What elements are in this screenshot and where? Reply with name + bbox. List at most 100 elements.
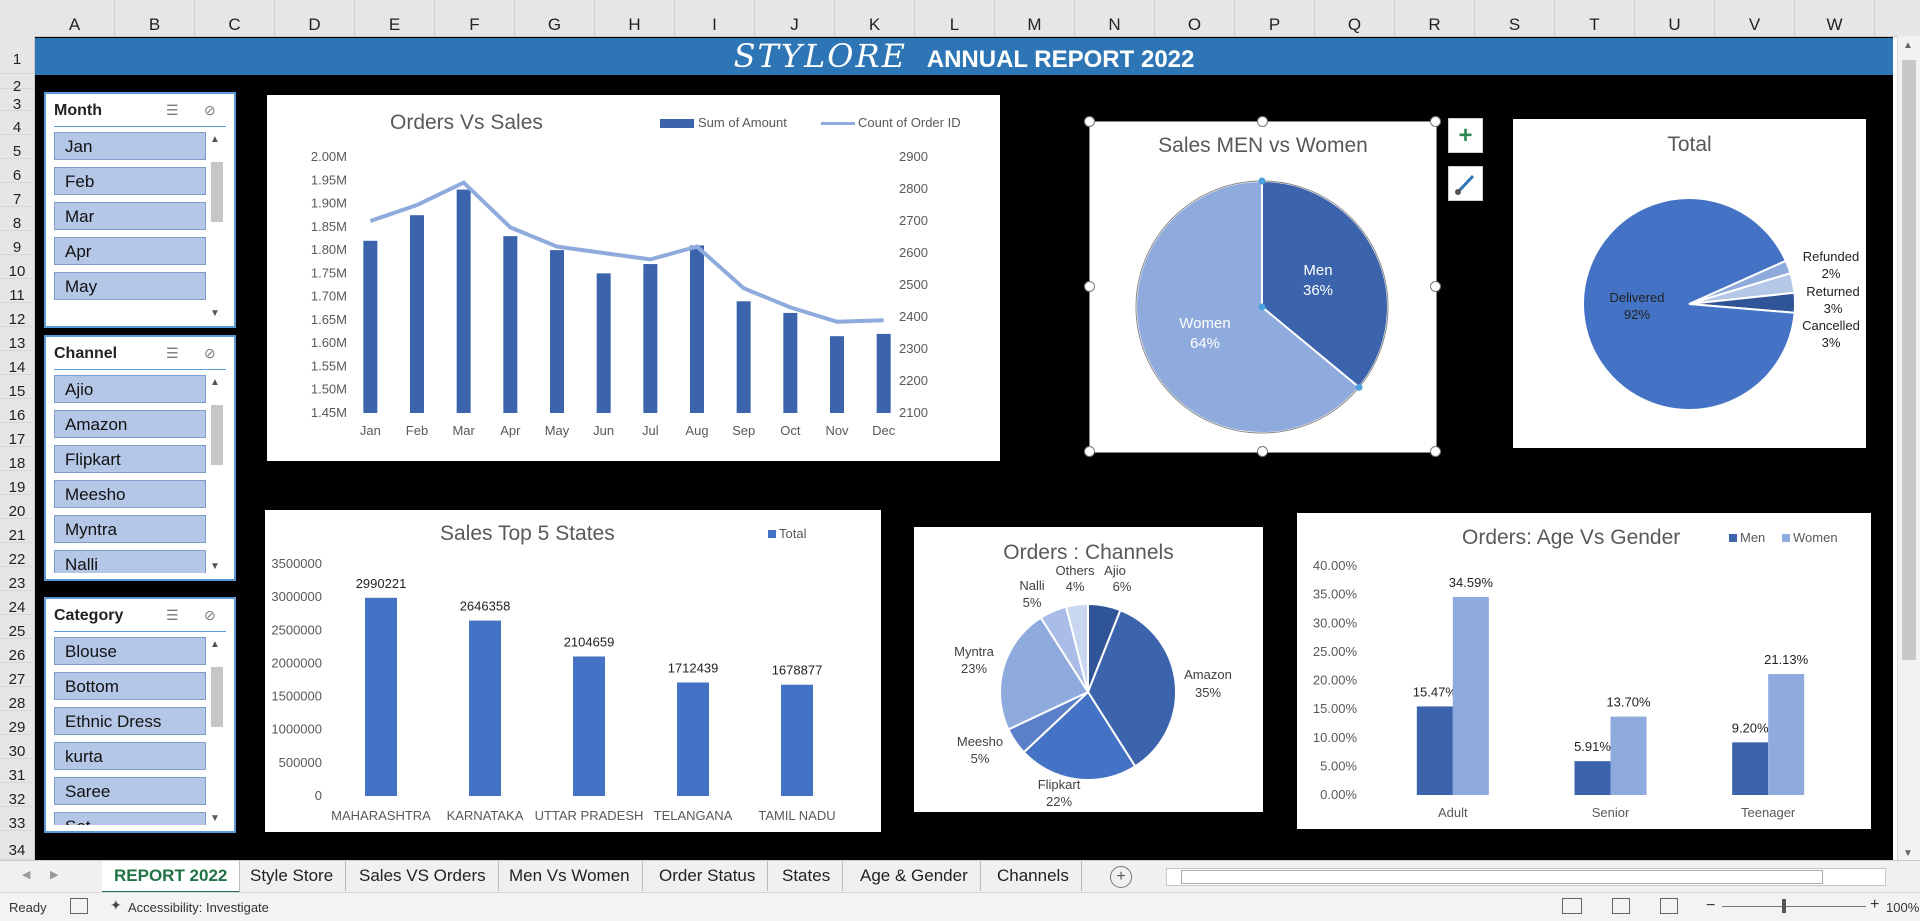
sheet-tab[interactable]: Age & Gender (848, 861, 981, 891)
slicer-item[interactable]: kurta (54, 742, 206, 770)
orders-vs-sales-chart[interactable]: Orders Vs Sales Sum of Amount Count of O… (267, 95, 1000, 461)
scroll-up-icon[interactable]: ▲ (210, 377, 220, 388)
multi-select-icon[interactable]: ☰ (166, 345, 179, 362)
horizontal-scrollbar-thumb[interactable] (1181, 870, 1823, 884)
slicer-item[interactable]: Blouse (54, 637, 206, 665)
column-header-U[interactable]: U (1635, 0, 1715, 36)
slicer-item[interactable]: Mar (54, 202, 206, 230)
zoom-in-icon[interactable]: + (1870, 896, 1879, 914)
row-header-22[interactable]: 22 (0, 543, 34, 567)
age-gender-chart[interactable]: Orders: Age Vs Gender Men Women 40.00%35… (1297, 513, 1871, 829)
page-layout-icon[interactable] (1612, 898, 1630, 914)
sheet-tab[interactable]: Order Status (647, 861, 768, 891)
row-header-17[interactable]: 17 (0, 423, 34, 447)
row-header-25[interactable]: 25 (0, 615, 34, 639)
slicer-item[interactable]: Apr (54, 237, 206, 265)
row-header-16[interactable]: 16 (0, 399, 34, 423)
tab-scroll-left-icon[interactable]: ◀ (22, 868, 30, 881)
slicer-item[interactable]: May (54, 272, 206, 300)
column-header-W[interactable]: W (1795, 0, 1875, 36)
slicer-item[interactable]: Myntra (54, 515, 206, 543)
row-header-7[interactable]: 7 (0, 183, 34, 207)
macro-record-icon[interactable] (70, 898, 88, 914)
slicer-item[interactable]: Feb (54, 167, 206, 195)
column-header-Q[interactable]: Q (1315, 0, 1395, 36)
selection-handle[interactable] (1084, 116, 1095, 127)
slicer-item[interactable]: Saree (54, 777, 206, 805)
column-header-N[interactable]: N (1075, 0, 1155, 36)
row-header-8[interactable]: 8 (0, 207, 34, 231)
row-header-9[interactable]: 9 (0, 231, 34, 255)
column-header-R[interactable]: R (1395, 0, 1475, 36)
horizontal-scrollbar[interactable] (1166, 868, 1886, 886)
row-header-2[interactable]: 2 (0, 74, 34, 89)
row-header-21[interactable]: 21 (0, 519, 34, 543)
row-header-5[interactable]: 5 (0, 135, 34, 159)
row-header-4[interactable]: 4 (0, 111, 34, 135)
scroll-down-icon[interactable]: ▼ (210, 308, 220, 319)
add-sheet-icon[interactable]: + (1110, 866, 1132, 888)
column-header-A[interactable]: A (35, 0, 115, 36)
zoom-out-icon[interactable]: − (1706, 897, 1715, 915)
slicer-scrollbar[interactable]: ▲▼ (208, 134, 226, 294)
selection-handle[interactable] (1257, 116, 1268, 127)
column-header-K[interactable]: K (835, 0, 915, 36)
column-header-I[interactable]: I (675, 0, 755, 36)
column-header-P[interactable]: P (1235, 0, 1315, 36)
sheet-tab[interactable]: States (770, 861, 843, 891)
row-header-30[interactable]: 30 (0, 735, 34, 759)
accessibility-icon[interactable]: ✦ (110, 897, 122, 914)
column-header-B[interactable]: B (115, 0, 195, 36)
scroll-down-icon[interactable]: ▼ (1903, 848, 1913, 859)
slicer-item[interactable]: Nalli (54, 550, 206, 573)
selection-handle[interactable] (1084, 446, 1095, 457)
column-header-M[interactable]: M (995, 0, 1075, 36)
scroll-down-icon[interactable]: ▼ (210, 813, 220, 824)
column-header-O[interactable]: O (1155, 0, 1235, 36)
scrollbar-thumb[interactable] (211, 667, 223, 727)
row-header-23[interactable]: 23 (0, 567, 34, 591)
row-header-26[interactable]: 26 (0, 639, 34, 663)
column-header-F[interactable]: F (435, 0, 515, 36)
slicer-item[interactable]: Ajio (54, 375, 206, 403)
row-header-6[interactable]: 6 (0, 159, 34, 183)
slicer-item[interactable]: Bottom (54, 672, 206, 700)
clear-filter-icon[interactable]: ⊘ (204, 102, 216, 119)
row-header-29[interactable]: 29 (0, 711, 34, 735)
scrollbar-thumb[interactable] (1902, 60, 1916, 660)
selection-handle[interactable] (1430, 281, 1441, 292)
zoom-slider[interactable] (1722, 906, 1866, 907)
plus-icon[interactable]: + (1448, 118, 1483, 153)
scroll-down-icon[interactable]: ▼ (210, 561, 220, 572)
selection-handle[interactable] (1257, 446, 1268, 457)
row-header-3[interactable]: 3 (0, 89, 34, 111)
column-header-C[interactable]: C (195, 0, 275, 36)
row-header-24[interactable]: 24 (0, 591, 34, 615)
row-header-20[interactable]: 20 (0, 495, 34, 519)
row-header-28[interactable]: 28 (0, 687, 34, 711)
scrollbar-thumb[interactable] (211, 405, 223, 465)
row-header-1[interactable]: 1 (0, 36, 34, 74)
slicer-item[interactable]: Meesho (54, 480, 206, 508)
column-header-L[interactable]: L (915, 0, 995, 36)
point-handle[interactable] (1259, 304, 1266, 311)
selection-handle[interactable] (1430, 446, 1441, 457)
row-header-34[interactable]: 34 (0, 831, 34, 860)
slicer-item[interactable]: Flipkart (54, 445, 206, 473)
row-header-31[interactable]: 31 (0, 759, 34, 783)
multi-select-icon[interactable]: ☰ (166, 102, 179, 119)
scrollbar-thumb[interactable] (211, 162, 223, 222)
slicer-item[interactable]: Amazon (54, 410, 206, 438)
clear-filter-icon[interactable]: ⊘ (204, 607, 216, 624)
page-break-icon[interactable] (1660, 898, 1678, 914)
selection-handle[interactable] (1084, 281, 1095, 292)
slicer-item[interactable]: Ethnic Dress (54, 707, 206, 735)
column-header-H[interactable]: H (595, 0, 675, 36)
sheet-tab[interactable]: REPORT 2022 (102, 861, 240, 894)
